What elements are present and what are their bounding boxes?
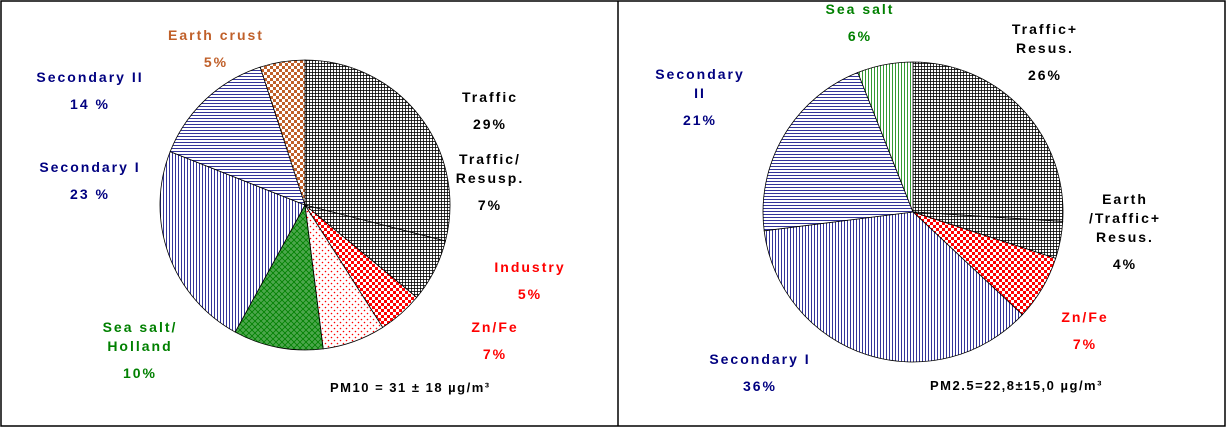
slice-label: Sea salt/ Holland 10% bbox=[102, 319, 178, 381]
slice bbox=[912, 61, 1064, 222]
slice-label: Secondary I 36% bbox=[709, 351, 811, 394]
slice-label: Secondary I 23 % bbox=[39, 159, 141, 202]
value-label: 7% bbox=[482, 346, 508, 362]
slice bbox=[304, 59, 451, 242]
slice-label: Zn/Fe 7% bbox=[471, 319, 519, 362]
value-label: 4% bbox=[1112, 256, 1138, 272]
value-label: 7% bbox=[477, 197, 503, 213]
slice-label: Secondary II 21% bbox=[655, 66, 745, 128]
slice bbox=[762, 72, 914, 232]
value-label: 23 % bbox=[70, 186, 110, 202]
slice-label: Industry 5% bbox=[494, 259, 566, 302]
note: PM2.5=22,8±15,0 µg/m³ bbox=[930, 378, 1103, 393]
value-label: 5% bbox=[517, 286, 543, 302]
value-label: 26% bbox=[1027, 67, 1063, 83]
slice-label: Earth /Traffic+ Resus. 4% bbox=[1088, 191, 1162, 272]
slice-label: Traffic+ Resus. 26% bbox=[1011, 21, 1079, 83]
value-label: 6% bbox=[847, 28, 873, 44]
slice bbox=[159, 151, 306, 333]
value-label: 21% bbox=[682, 112, 718, 128]
slice-label: Traffic 29% bbox=[461, 89, 519, 132]
value-label: 29% bbox=[472, 116, 508, 132]
slice-label: Traffic/ Resusp. 7% bbox=[455, 151, 525, 213]
value-label: 5% bbox=[203, 54, 229, 70]
slice bbox=[763, 211, 1023, 363]
slice-label: Zn/Fe 7% bbox=[1061, 309, 1109, 352]
value-label: 10% bbox=[122, 365, 158, 381]
slice bbox=[234, 203, 324, 351]
value-label: 7% bbox=[1072, 336, 1098, 352]
slice-label: Sea salt 6% bbox=[825, 1, 895, 44]
slice-label: Earth crust 5% bbox=[168, 27, 264, 70]
slice bbox=[259, 59, 306, 206]
value-label: 36% bbox=[742, 378, 778, 394]
value-label: 14 % bbox=[70, 96, 110, 112]
slice bbox=[857, 61, 914, 213]
slice-label: Secondary II 14 % bbox=[36, 69, 144, 112]
note: PM10 = 31 ± 18 µg/m³ bbox=[330, 380, 491, 395]
